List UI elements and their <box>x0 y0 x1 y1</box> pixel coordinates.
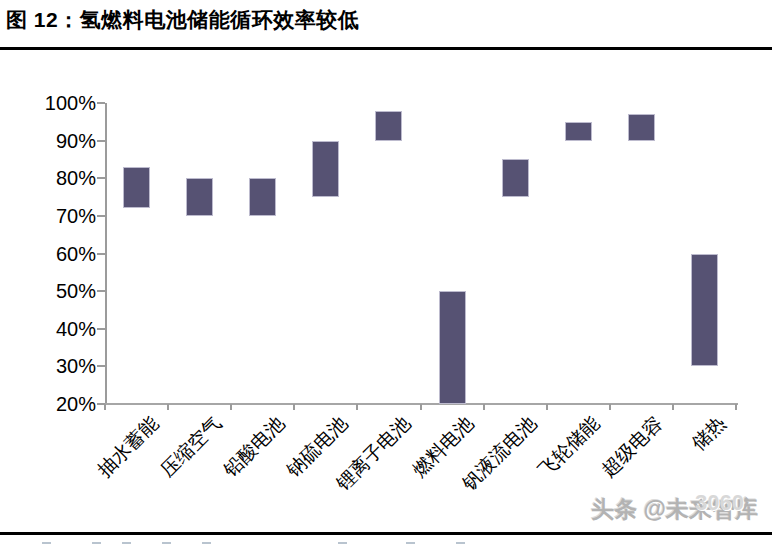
x-tick <box>293 404 295 410</box>
range-bar <box>123 167 150 208</box>
range-bar <box>249 178 276 216</box>
y-axis-label: 20% <box>0 393 96 415</box>
y-axis-label: 80% <box>0 167 96 189</box>
bottom-divider <box>0 532 772 535</box>
x-tick <box>104 404 106 410</box>
range-bar <box>439 291 466 404</box>
range-bar <box>312 141 339 197</box>
x-tick <box>672 404 674 410</box>
cropped-text-fragment <box>92 542 101 544</box>
title-divider <box>0 47 772 50</box>
x-axis-label: 钒液流电池 <box>420 413 540 533</box>
y-axis-label: 90% <box>0 130 96 152</box>
x-axis-label: 抽水蓄能 <box>41 413 161 533</box>
x-tick <box>483 404 485 410</box>
x-tick <box>356 404 358 410</box>
y-axis-label: 100% <box>0 92 96 114</box>
x-axis-label: 铅酸电池 <box>168 413 288 533</box>
y-tick <box>97 215 105 217</box>
y-axis-line <box>105 103 107 405</box>
y-tick <box>97 328 105 330</box>
range-bar <box>691 254 718 367</box>
x-tick <box>735 404 737 410</box>
figure-title: 图 12：氢燃料电池储能循环效率较低 <box>6 6 359 34</box>
y-tick <box>97 365 105 367</box>
figure: 图 12：氢燃料电池储能循环效率较低 100% 90% 80% 70% 60% 50% 40… <box>0 0 772 546</box>
x-axis-line <box>105 403 738 405</box>
y-axis-label: 60% <box>0 243 96 265</box>
y-axis-label: 70% <box>0 205 96 227</box>
x-tick <box>230 404 232 410</box>
y-tick <box>97 253 105 255</box>
x-tick <box>609 404 611 410</box>
y-axis-label: 40% <box>0 318 96 340</box>
cropped-text-fragment <box>456 542 465 544</box>
range-bar <box>502 159 529 197</box>
watermark: 头条 @未来智库 3060 <box>591 494 758 526</box>
x-tick <box>546 404 548 410</box>
cropped-text-fragment <box>122 542 131 544</box>
y-axis-label: 30% <box>0 355 96 377</box>
range-bar <box>628 114 655 140</box>
watermark-overlay-3060: 3060 <box>695 490 744 516</box>
cropped-text-fragment <box>406 542 415 544</box>
y-tick <box>97 140 105 142</box>
y-tick <box>97 102 105 104</box>
x-axis-label: 压缩空气 <box>105 413 225 533</box>
y-axis-label: 50% <box>0 280 96 302</box>
x-axis-label: 飞轮储能 <box>483 413 603 533</box>
cropped-text-fragment <box>338 542 347 544</box>
range-bar <box>186 178 213 216</box>
cropped-text-fragment <box>202 542 211 544</box>
x-tick <box>167 404 169 410</box>
y-tick <box>97 177 105 179</box>
x-axis-label: 锂离子电池 <box>294 413 414 533</box>
y-tick <box>97 290 105 292</box>
range-bar <box>375 111 402 141</box>
x-axis-label: 钠硫电池 <box>231 413 351 533</box>
cropped-text-fragment <box>42 542 51 544</box>
x-axis-label: 燃料电池 <box>357 413 477 533</box>
range-bar <box>565 122 592 141</box>
x-tick <box>420 404 422 410</box>
cropped-text-fragment <box>162 542 171 544</box>
